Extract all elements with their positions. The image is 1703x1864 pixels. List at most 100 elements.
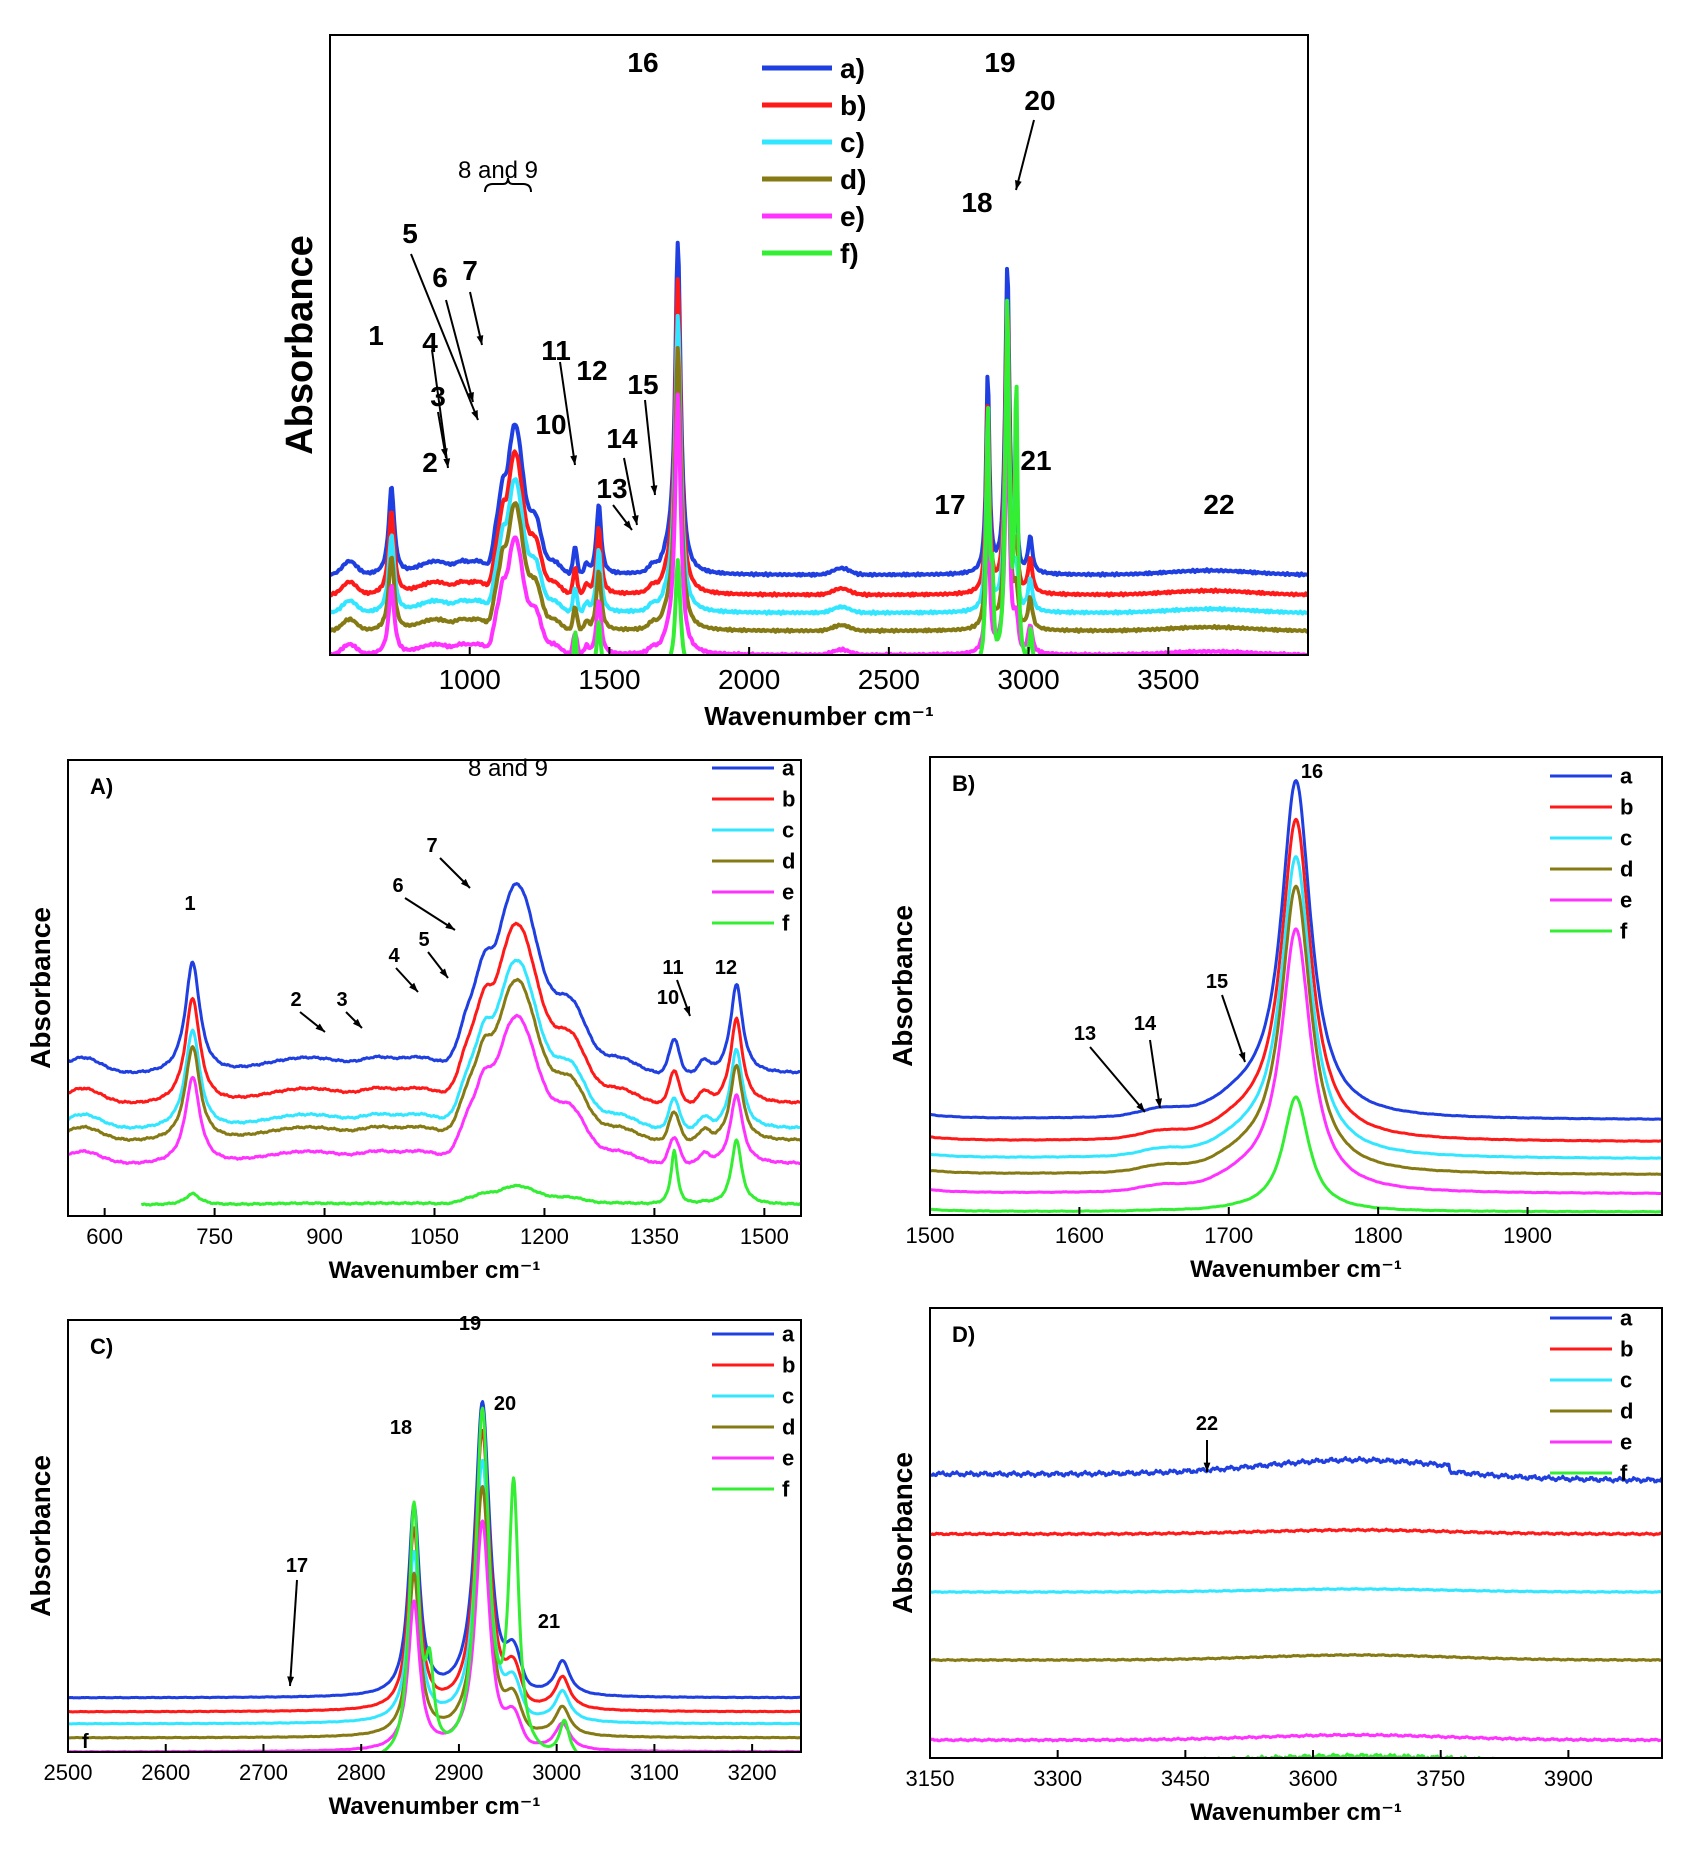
series-line-b	[68, 921, 801, 1105]
x-axis-label: Wavenumber cm⁻¹	[329, 1257, 541, 1284]
peak-label-10: 10	[657, 987, 679, 1009]
series-line-d	[68, 977, 801, 1142]
x-tick-label: 3900	[1544, 1766, 1593, 1791]
peak-label-19: 19	[459, 1313, 481, 1335]
arrow-head	[1238, 1052, 1246, 1062]
x-tick-label: 1200	[520, 1224, 569, 1249]
series-line-a	[930, 779, 1662, 1121]
panel-series	[68, 882, 801, 1207]
peak-label-17: 17	[934, 489, 965, 520]
arrow-head	[476, 335, 484, 345]
x-tick-label: 3300	[1033, 1766, 1082, 1791]
brace	[484, 177, 532, 193]
legend-label-b: b)	[840, 90, 866, 121]
series-line-a	[68, 1400, 801, 1700]
series-line-e	[68, 1519, 801, 1752]
x-tick-label: 1500	[740, 1224, 789, 1249]
legend-label-e: e	[1620, 888, 1632, 913]
x-tick-label: 1900	[1503, 1223, 1552, 1248]
arrow-head	[1015, 180, 1022, 190]
x-tick-label: 2700	[239, 1760, 288, 1785]
arrow-head	[409, 982, 418, 992]
peak-label-15: 15	[627, 369, 658, 400]
panel-C: 2500 2600 2700 2800 2900 3000 3100 3200 Wavenumb…	[25, 1313, 802, 1820]
arrow-head	[570, 455, 578, 465]
x-tick-label: 600	[86, 1224, 123, 1249]
x-tick-label: 2500	[44, 1760, 93, 1785]
peak-label-1: 1	[184, 893, 195, 915]
legend-label-d: d	[1620, 857, 1633, 882]
legend-label-c: c	[782, 1384, 794, 1409]
arrow-head	[443, 458, 451, 468]
peak-label-15: 15	[1206, 971, 1228, 993]
peak-label-7: 7	[426, 835, 437, 857]
peak-label-4: 4	[388, 945, 400, 967]
annotation-arrow	[1149, 1039, 1161, 1109]
x-tick-label: 3450	[1161, 1766, 1210, 1791]
peak-label-4: 4	[422, 327, 438, 358]
peak-label-6: 6	[392, 875, 403, 897]
x-axis-label: Wavenumber cm⁻¹	[1190, 1256, 1402, 1283]
series-line-e	[930, 927, 1662, 1195]
annotation-arrow	[1221, 994, 1246, 1063]
peak-label-5: 5	[402, 218, 418, 249]
main-series	[330, 240, 1308, 655]
series-line-a	[68, 882, 801, 1075]
peak-label-22: 22	[1196, 1413, 1218, 1435]
series-line-e	[930, 1732, 1662, 1743]
peak-label-18: 18	[961, 187, 992, 218]
peak-label-3: 3	[336, 989, 347, 1011]
x-tick-label: 3600	[1289, 1766, 1338, 1791]
y-axis-label: Absorbance	[887, 905, 918, 1067]
peak-label-7: 7	[462, 255, 478, 286]
panel-series	[930, 779, 1662, 1214]
annotation-arrow	[1089, 1046, 1146, 1113]
legend-label-d: d	[782, 1415, 795, 1440]
legend-label-e: e	[1620, 1430, 1632, 1455]
arrow-head	[441, 448, 448, 458]
series-line-d	[330, 346, 1308, 634]
annotation-arrow	[1015, 119, 1035, 191]
arrow-head	[445, 922, 455, 930]
x-tick-label: 750	[196, 1224, 233, 1249]
peak-label-16: 16	[1301, 761, 1323, 783]
legend-label-c: c	[1620, 1368, 1632, 1393]
plot-frame	[329, 34, 1309, 656]
peak-label-13: 13	[1074, 1023, 1096, 1045]
series-line-b	[930, 817, 1662, 1143]
arrow-head	[467, 392, 474, 402]
legend-label-a: a	[1620, 764, 1633, 789]
panel-label: C)	[90, 1334, 113, 1359]
x-tick-label: 3500	[1137, 664, 1199, 695]
x-tick-label: 3100	[630, 1760, 679, 1785]
x-tick-label: 3200	[728, 1760, 777, 1785]
annotation-arrow	[623, 457, 638, 526]
series-line-b	[930, 1527, 1662, 1537]
arrow-head	[683, 1006, 691, 1016]
x-tick-label: 1050	[410, 1224, 459, 1249]
legend-label-c: c)	[840, 127, 865, 158]
arrow-head	[1155, 1098, 1163, 1108]
arrow-head	[352, 1018, 362, 1028]
peak-label-18: 18	[390, 1417, 412, 1439]
plot-frame	[929, 756, 1663, 1216]
annotation-arrow	[404, 897, 456, 931]
legend-label-d: d	[782, 849, 795, 874]
peak-label-20: 20	[1024, 85, 1055, 116]
legend-label-a: a	[782, 1322, 795, 1347]
panel-label: B)	[952, 771, 975, 796]
arrow-head	[460, 878, 470, 888]
legend-label-d: d	[1620, 1399, 1633, 1424]
panel-A: 600 750 900 1050 1200 1350 1500 Wavenumber cm⁻¹…	[25, 755, 802, 1284]
x-tick-label: 1350	[630, 1224, 679, 1249]
plot-frame	[929, 1307, 1663, 1759]
annotation-arrow	[644, 399, 656, 496]
series-line-b	[330, 277, 1308, 598]
x-tick-label: 2500	[858, 664, 920, 695]
arrow-head	[471, 410, 478, 420]
series-line-f	[379, 1406, 580, 1752]
peak-label-f: f	[82, 1731, 89, 1753]
panel-B: 1500 1600 1700 1800 1900 Wavenumber cm⁻¹ Absor…	[887, 756, 1663, 1283]
peak-label-6: 6	[432, 262, 448, 293]
